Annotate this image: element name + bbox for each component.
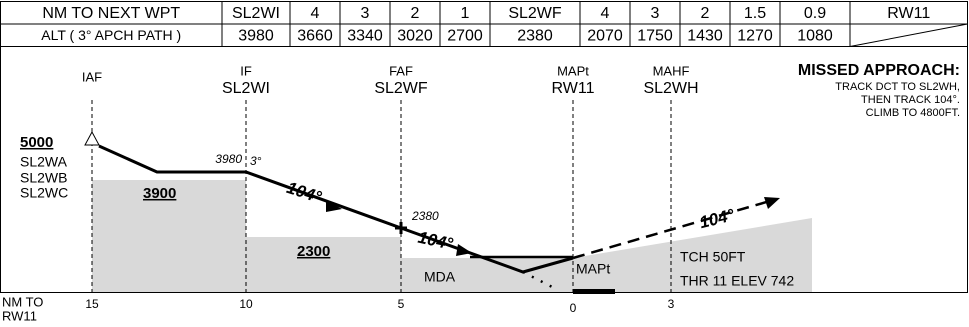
initial-altitude: 5000	[20, 134, 53, 151]
distance-tick: 10	[239, 297, 253, 311]
tch-label: TCH 50FT	[680, 249, 746, 265]
empty-cell-diagonal	[849, 23, 968, 47]
distance-tick: 5	[398, 297, 405, 311]
table-value: 3340	[347, 27, 383, 44]
table-value: 0.9	[804, 5, 826, 22]
fix-label: FAF	[389, 63, 413, 78]
fix-name: SL2WI	[222, 80, 270, 97]
if-altitude: 3980	[215, 152, 242, 166]
missed-path	[572, 199, 771, 260]
table-value: 2700	[447, 27, 483, 44]
track-label: 104°	[697, 205, 736, 232]
arrow	[326, 200, 342, 212]
initial-fix: SL2WB	[20, 170, 67, 186]
fix-name: SL2WH	[643, 80, 698, 97]
table-value: 3660	[297, 27, 333, 44]
missed-line: CLIMB TO 4800FT.	[866, 107, 960, 119]
threshold-label: THR 11 ELEV 742	[680, 273, 794, 289]
table-value: 2380	[517, 27, 553, 44]
table-value: RW11	[887, 5, 930, 22]
scale-label: RW11	[2, 308, 37, 323]
terrain	[92, 180, 812, 292]
table-value: 3980	[238, 27, 274, 44]
fix-label: MAPt	[557, 63, 589, 78]
table-value: 2	[701, 5, 710, 22]
table-value: 2	[411, 5, 420, 22]
track-label: 104°	[416, 228, 455, 254]
arrow	[456, 244, 472, 256]
fix-name: SL2WF	[374, 80, 428, 97]
initial-fix: SL2WC	[20, 185, 68, 201]
arrow	[764, 197, 780, 209]
track-label: 104°	[284, 178, 324, 207]
fix-label: IAF	[82, 69, 102, 84]
faf-altitude: 2380	[411, 209, 439, 223]
minimum-altitude: 3900	[143, 185, 176, 202]
table-value: 3020	[397, 27, 433, 44]
minimum-altitude: 2300	[297, 243, 330, 260]
mda-label: MDA	[424, 269, 456, 285]
profile-frame	[0, 46, 968, 293]
runway	[573, 289, 615, 294]
table-value: 4	[601, 5, 610, 22]
table-value: 1430	[687, 27, 723, 44]
row-header: NM TO NEXT WPT	[42, 5, 180, 22]
fix-name: RW11	[552, 80, 595, 97]
approach-path	[98, 144, 574, 274]
distance-tick: 3	[668, 297, 675, 311]
distance-tick: 0	[570, 301, 577, 315]
table-value: SL2WI	[232, 5, 280, 22]
table-value: SL2WF	[508, 5, 562, 22]
missed-line: THEN TRACK 104°.	[861, 94, 960, 106]
mapt-label: MAPt	[576, 261, 610, 277]
table-value: 3	[651, 5, 660, 22]
table-value: 1270	[737, 27, 773, 44]
table-value: 1	[461, 5, 470, 22]
faf-cross	[395, 222, 407, 234]
table-value: 1080	[797, 27, 833, 44]
distance-tick: 15	[85, 297, 99, 311]
missed-line: TRACK DCT TO SL2WH,	[835, 81, 960, 93]
missed-title: MISSED APPROACH:	[798, 62, 960, 79]
table-value: 2070	[587, 27, 623, 44]
table-value: 1.5	[744, 5, 766, 22]
fix-label: IF	[240, 63, 252, 78]
scale-label: NM TO	[2, 294, 43, 309]
table-value: 1750	[637, 27, 673, 44]
altitude-table: NM TO NEXT WPT SL2WI 4 3 2 1 SL2WF 4 3 2 1.5 0.9 RW1…	[0, 1, 968, 47]
glide-angle: 3°	[250, 154, 262, 168]
iaf-triangle	[84, 130, 100, 146]
table-value: 4	[311, 5, 320, 22]
initial-fix: SL2WA	[20, 154, 68, 170]
row-header: ALT ( 3° APCH PATH )	[41, 27, 181, 43]
fix-label: MAHF	[653, 63, 690, 78]
table-value: 3	[361, 5, 370, 22]
